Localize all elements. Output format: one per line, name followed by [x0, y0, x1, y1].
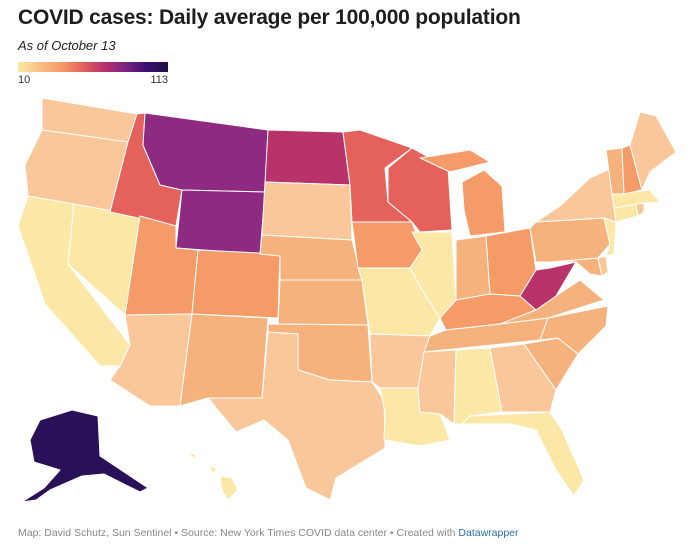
- us-choropleth-map: [17, 97, 677, 503]
- attribution-footer: Map: David Schutz, Sun Sentinel • Source…: [18, 527, 519, 539]
- datawrapper-link[interactable]: Datawrapper: [458, 527, 519, 539]
- map-subtitle: As of October 13: [18, 38, 116, 53]
- legend-gradient-bar: [18, 62, 168, 72]
- state-alaska[interactable]: [21, 409, 149, 503]
- state-texas[interactable]: [207, 331, 386, 501]
- state-wyoming[interactable]: [175, 189, 266, 255]
- state-delaware[interactable]: [597, 255, 609, 277]
- state-georgia[interactable]: [489, 343, 557, 413]
- states-layer: [17, 97, 677, 503]
- state-south-dakota[interactable]: [261, 181, 353, 241]
- footer-credit-text: Map: David Schutz, Sun Sentinel • Source…: [18, 527, 456, 539]
- state-indiana[interactable]: [455, 235, 491, 301]
- legend-labels: 10 113: [18, 74, 168, 88]
- state-kansas[interactable]: [277, 279, 369, 326]
- state-north-dakota[interactable]: [264, 129, 351, 186]
- state-michigan[interactable]: [419, 149, 506, 237]
- map-title: COVID cases: Daily average per 100,000 p…: [18, 6, 521, 29]
- state-illinois[interactable]: [409, 231, 457, 319]
- legend-max-label: 113: [150, 74, 168, 86]
- state-montana[interactable]: [142, 112, 269, 193]
- state-wisconsin[interactable]: [387, 147, 453, 233]
- state-maine[interactable]: [629, 111, 677, 191]
- legend-min-label: 10: [18, 74, 31, 86]
- color-legend: 10 113: [18, 62, 168, 88]
- state-florida[interactable]: [461, 411, 585, 497]
- state-pennsylvania[interactable]: [529, 217, 611, 263]
- state-iowa[interactable]: [351, 221, 423, 269]
- state-new-york[interactable]: [535, 167, 617, 223]
- state-new-mexico[interactable]: [179, 313, 269, 407]
- state-rhode-island[interactable]: [635, 202, 645, 217]
- state-colorado[interactable]: [191, 249, 281, 319]
- state-hawaii[interactable]: [187, 451, 239, 501]
